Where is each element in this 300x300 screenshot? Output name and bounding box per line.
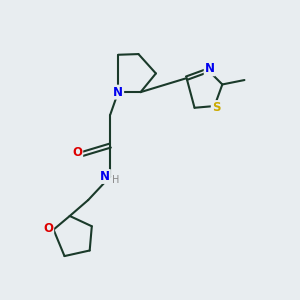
Text: N: N <box>205 62 215 75</box>
Text: N: N <box>100 170 110 183</box>
Text: O: O <box>72 146 82 159</box>
Text: H: H <box>112 175 119 185</box>
Text: O: O <box>43 222 53 235</box>
Text: N: N <box>113 85 123 99</box>
Text: S: S <box>212 101 220 114</box>
